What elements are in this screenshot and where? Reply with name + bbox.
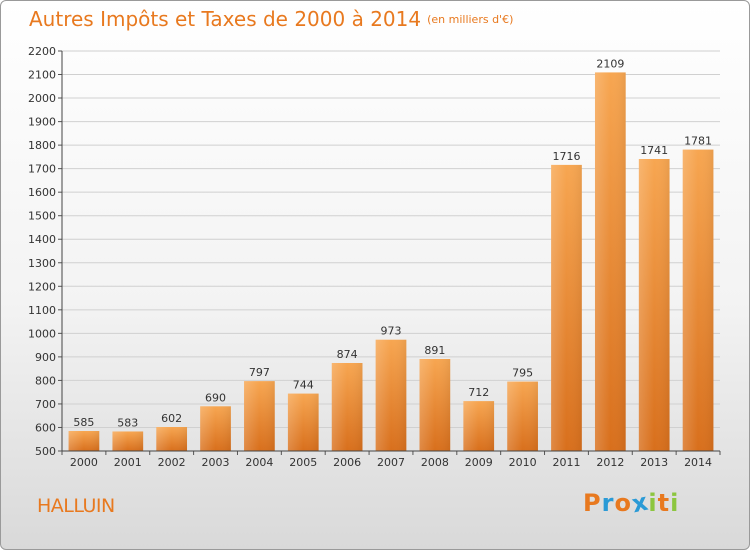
y-tick-label: 1700 [28, 163, 56, 176]
x-tick-label-2011: 2011 [552, 456, 580, 469]
data-label-2003: 690 [205, 391, 226, 404]
x-tick-label-2013: 2013 [640, 456, 668, 469]
y-tick-label: 2200 [28, 45, 56, 58]
x-tick-label-2002: 2002 [158, 456, 186, 469]
bar-shine-2012 [594, 72, 626, 451]
data-labels: 585 583 602 690 797 744 874 973 891 712 795 1716 210… [73, 57, 712, 429]
x-tick-label-2001: 2001 [114, 456, 142, 469]
logo-letter: P [583, 489, 602, 517]
y-tick-label: 2000 [28, 92, 56, 105]
data-label-2012: 2109 [596, 57, 624, 70]
logo-letter: i [648, 489, 658, 517]
bars [68, 72, 714, 451]
y-tick-label: 700 [35, 398, 56, 411]
x-axis-ticks: 2000 2001 2002 2003 2004 2005 2006 2007 2008 2009… [61, 451, 721, 469]
data-label-2013: 1741 [640, 144, 668, 157]
data-label-2006: 874 [337, 348, 358, 361]
bar-shine-2005 [287, 393, 319, 451]
data-label-2007: 973 [381, 325, 402, 338]
x-tick-label-2012: 2012 [596, 456, 624, 469]
bar-shine-2006 [331, 363, 363, 451]
data-label-2001: 583 [117, 416, 138, 429]
x-tick-label-2005: 2005 [289, 456, 317, 469]
logo-letter: r [601, 489, 615, 517]
data-label-2009: 712 [468, 386, 489, 399]
logo-letter: o [614, 489, 632, 517]
y-tick-label: 900 [35, 351, 56, 364]
x-tick-label-2003: 2003 [202, 456, 230, 469]
unit-label: (en milliers d'€) [427, 13, 514, 26]
bar-shine-2009 [463, 401, 495, 451]
y-tick-label: 1500 [28, 210, 56, 223]
bar-shine-2011 [551, 164, 582, 451]
data-label-2014: 1781 [684, 135, 712, 148]
data-label-2005: 744 [293, 379, 314, 392]
data-label-2004: 797 [249, 366, 270, 379]
chart-title-text: Autres Impôts et Taxes de 2000 à 2014 [29, 7, 422, 31]
y-tick-label: 1000 [28, 327, 56, 340]
y-tick-label: 500 [35, 445, 56, 458]
bar-shine-2001 [112, 431, 144, 451]
bar-shine-2004 [244, 381, 275, 451]
bar-shine-2010 [507, 381, 538, 451]
data-label-2002: 602 [161, 412, 182, 425]
y-tick-label: 1900 [28, 116, 56, 129]
y-tick-label: 600 [35, 421, 56, 434]
y-tick-label: 1400 [28, 233, 56, 246]
x-tick-label-2000: 2000 [70, 456, 98, 469]
x-tick-label-2014: 2014 [684, 456, 712, 469]
bar-shine-2007 [375, 339, 407, 451]
x-tick-label-2007: 2007 [377, 456, 405, 469]
x-tick-label-2008: 2008 [421, 456, 449, 469]
y-tick-label: 1300 [28, 257, 56, 270]
bar-shine-2008 [419, 359, 451, 451]
logo-letter: t [657, 489, 671, 517]
bar-shine-2002 [156, 427, 188, 451]
x-tick-label-2010: 2010 [509, 456, 537, 469]
data-label-2011: 1716 [552, 150, 580, 163]
proxiti-logo: Proxiti [583, 488, 680, 519]
data-label-2010: 795 [512, 367, 533, 380]
x-tick-label-2004: 2004 [245, 456, 273, 469]
y-tick-label: 800 [35, 374, 56, 387]
y-axis-ticks: 500 600 700 800 900 1000 1100 1200 1300 1400 1500 1… [28, 45, 62, 458]
logo-letter: i [670, 489, 680, 517]
y-tick-label: 1200 [28, 280, 56, 293]
y-tick-label: 1600 [28, 186, 56, 199]
x-tick-label-2006: 2006 [333, 456, 361, 469]
y-tick-label: 2100 [28, 69, 56, 82]
x-tick-label-2009: 2009 [465, 456, 493, 469]
bar-shine-2014 [682, 149, 714, 451]
data-label-2000: 585 [73, 416, 94, 429]
bar-shine-2013 [638, 159, 670, 451]
y-tick-label: 1800 [28, 139, 56, 152]
data-label-2008: 891 [424, 344, 445, 357]
city-name: HALLUIN [37, 495, 115, 517]
bar-shine-2000 [68, 431, 100, 451]
chart-title: Autres Impôts et Taxes de 2000 à 2014 (en… [29, 7, 513, 31]
bar-shine-2003 [200, 406, 231, 451]
y-tick-label: 1100 [28, 304, 56, 317]
